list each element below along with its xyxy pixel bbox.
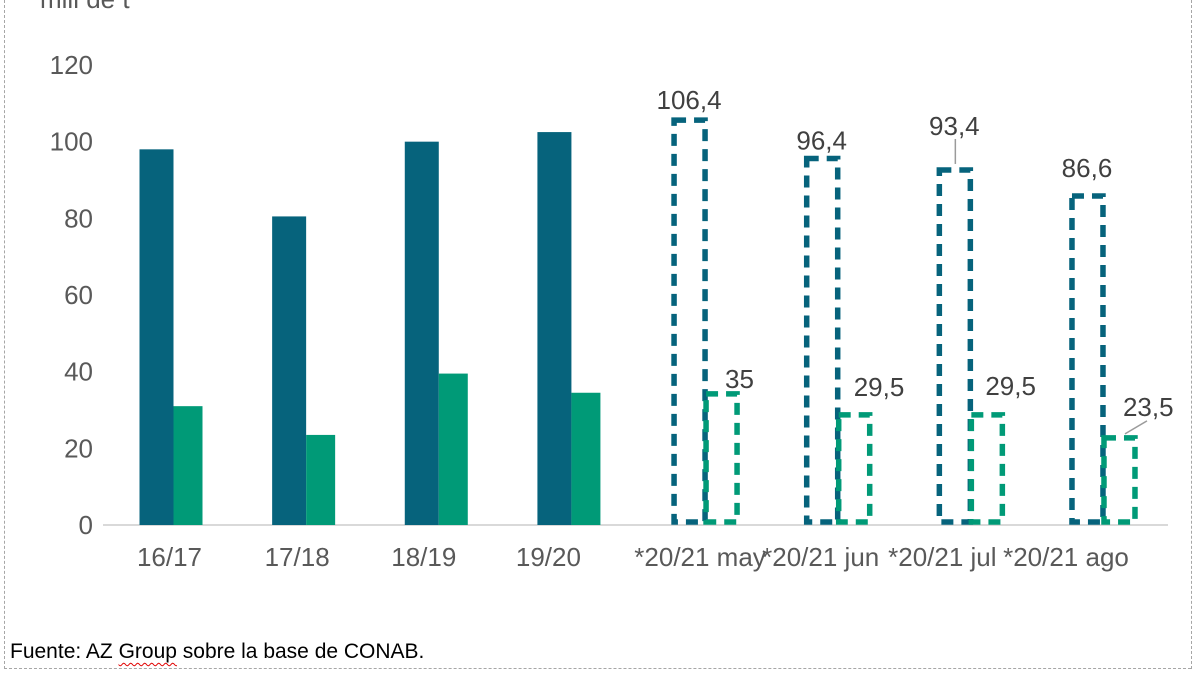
x-category-label: *20/21 ago (1003, 542, 1129, 572)
bar-dashed-dark[interactable] (1069, 193, 1106, 525)
source-note: Fuente: AZ Group sobre la base de CONAB. (10, 640, 424, 664)
x-category-label: *20/21 jun (762, 542, 879, 572)
bar-dashed-green[interactable] (835, 412, 873, 525)
x-category-label: *20/21 may (634, 542, 766, 572)
bar-dashed-green[interactable] (703, 391, 740, 525)
x-category-label: 17/18 (265, 542, 330, 572)
leader-line (1124, 420, 1148, 435)
data-label: 23,5 (1123, 392, 1174, 422)
y-tick-label: 60 (64, 280, 93, 310)
bar-dashed-dark[interactable] (936, 167, 974, 525)
bar-solid-green[interactable] (438, 373, 468, 525)
source-note-flagged-word: Group (118, 640, 177, 663)
bar-solid-dark[interactable] (272, 216, 307, 525)
frame-dashed-border-bottom (4, 668, 1191, 669)
data-label: 29,5 (985, 371, 1036, 401)
bar-solid-green[interactable] (173, 406, 203, 525)
x-category-label: 16/17 (137, 542, 202, 572)
y-axis-unit-label: mill de t (40, 0, 130, 15)
bar-dashed-dark[interactable] (671, 117, 708, 525)
source-note-suffix: sobre la base de CONAB. (176, 640, 425, 663)
frame-dashed-border-right (1191, 0, 1192, 669)
x-category-label: 19/20 (516, 542, 581, 572)
data-label: 93,4 (929, 111, 980, 141)
y-tick-label: 80 (64, 203, 93, 233)
x-category-label: *20/21 jul (888, 542, 996, 572)
y-tick-label: 100 (50, 127, 93, 157)
data-label: 106,4 (657, 85, 722, 115)
y-tick-label: 120 (50, 50, 93, 80)
y-tick-label: 40 (64, 357, 93, 387)
data-label: 35 (725, 364, 754, 394)
bar-dashed-green[interactable] (968, 412, 1006, 525)
bar-solid-dark[interactable] (537, 132, 572, 526)
data-label: 96,4 (796, 125, 847, 155)
bar-dashed-green[interactable] (1101, 435, 1138, 525)
bar-solid-green[interactable] (571, 392, 601, 525)
bar-solid-dark[interactable] (139, 149, 174, 526)
bar-solid-dark[interactable] (404, 141, 439, 525)
y-tick-label: 20 (64, 433, 93, 463)
y-tick-label: 0 (79, 510, 93, 540)
data-label: 29,5 (854, 372, 905, 402)
source-note-prefix: Fuente: AZ (10, 640, 119, 663)
bar-solid-green[interactable] (306, 434, 336, 525)
frame-dashed-border-left (4, 0, 5, 669)
bar-dashed-dark[interactable] (803, 155, 841, 525)
data-label: 86,6 (1062, 153, 1113, 183)
x-category-label: 18/19 (391, 542, 456, 572)
